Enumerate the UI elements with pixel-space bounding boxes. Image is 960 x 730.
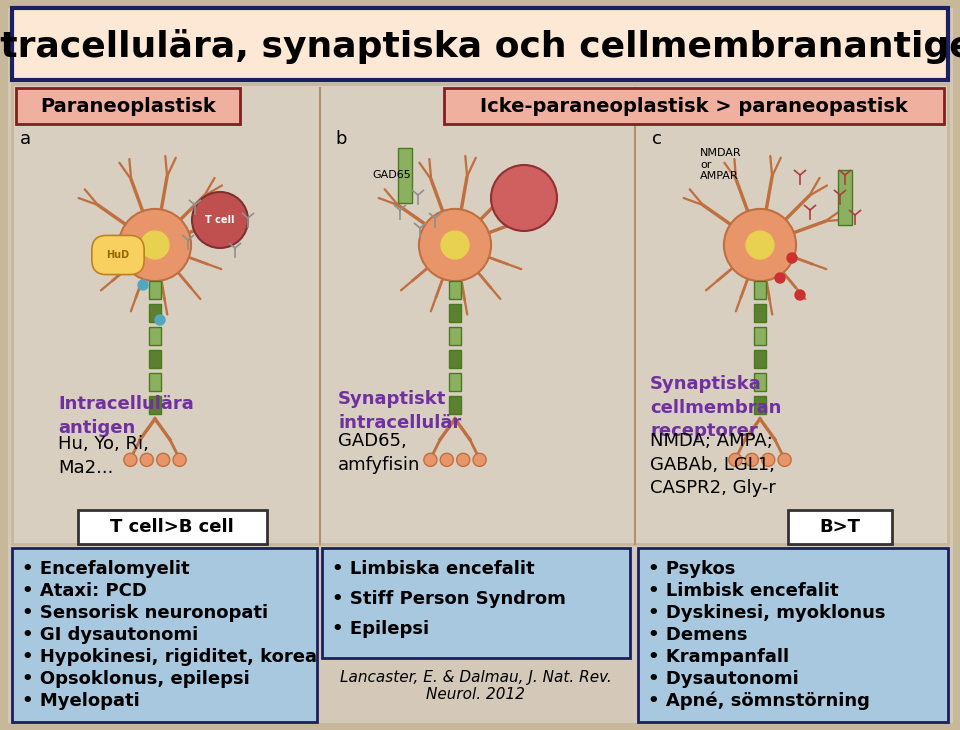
Circle shape <box>192 192 248 248</box>
Bar <box>449 396 461 414</box>
Text: Synaptiskt
intracellulär: Synaptiskt intracellulär <box>338 390 461 431</box>
Text: T cell>B cell: T cell>B cell <box>110 518 234 536</box>
FancyBboxPatch shape <box>638 548 948 722</box>
Text: GAD65: GAD65 <box>372 170 411 180</box>
Text: c: c <box>652 130 661 148</box>
Text: Synaptiska
cellmembran
receptorer: Synaptiska cellmembran receptorer <box>650 375 781 440</box>
Text: Intracellulära, synaptiska och cellmembranantigen: Intracellulära, synaptiska och cellmembr… <box>0 28 960 64</box>
Circle shape <box>724 209 796 281</box>
Bar <box>755 373 766 391</box>
Text: • Myelopati: • Myelopati <box>22 692 140 710</box>
Circle shape <box>775 273 785 283</box>
Text: • Limbiska encefalit: • Limbiska encefalit <box>332 560 535 578</box>
Text: • Apné, sömnstörning: • Apné, sömnstörning <box>648 692 870 710</box>
Circle shape <box>155 315 165 325</box>
Circle shape <box>423 453 437 466</box>
Text: • Dysautonomi: • Dysautonomi <box>648 670 799 688</box>
Circle shape <box>457 453 469 466</box>
Bar <box>149 281 160 299</box>
Circle shape <box>491 165 557 231</box>
Text: NMDA; AMPA;
GABAb, LGL1,
CASPR2, Gly-r: NMDA; AMPA; GABAb, LGL1, CASPR2, Gly-r <box>650 432 776 497</box>
Text: • Krampanfall: • Krampanfall <box>648 648 789 666</box>
Bar <box>449 327 461 345</box>
Circle shape <box>441 453 453 466</box>
Bar <box>755 350 766 368</box>
Bar <box>755 396 766 414</box>
Text: • Opsoklonus, epilepsi: • Opsoklonus, epilepsi <box>22 670 250 688</box>
Text: Intracellulära
antigen: Intracellulära antigen <box>58 395 194 437</box>
Text: • Psykos: • Psykos <box>648 560 735 578</box>
Circle shape <box>795 290 805 300</box>
Text: b: b <box>335 130 347 148</box>
Bar <box>449 281 461 299</box>
Circle shape <box>745 453 758 466</box>
Circle shape <box>138 280 148 290</box>
Text: NMDAR
or
AMPAR: NMDAR or AMPAR <box>700 148 742 181</box>
Bar <box>755 281 766 299</box>
Circle shape <box>787 253 797 263</box>
Circle shape <box>473 453 486 466</box>
FancyBboxPatch shape <box>322 548 630 658</box>
Text: • Dyskinesi, myoklonus: • Dyskinesi, myoklonus <box>648 604 885 622</box>
Bar <box>755 327 766 345</box>
Text: • Encefalomyelit: • Encefalomyelit <box>22 560 190 578</box>
Circle shape <box>140 453 154 466</box>
Text: • GI dysautonomi: • GI dysautonomi <box>22 626 199 644</box>
Bar <box>149 350 160 368</box>
Text: • Stiff Person Syndrom: • Stiff Person Syndrom <box>332 590 565 608</box>
FancyBboxPatch shape <box>444 88 944 124</box>
Bar <box>149 327 160 345</box>
Text: Lancaster, E. & Dalmau, J. Nat. Rev.
Neurol. 2012: Lancaster, E. & Dalmau, J. Nat. Rev. Neu… <box>340 670 612 702</box>
Text: • Hypokinesi, rigiditet, korea: • Hypokinesi, rigiditet, korea <box>22 648 317 666</box>
Circle shape <box>156 453 170 466</box>
Bar <box>838 170 852 225</box>
Bar <box>12 84 948 544</box>
Text: GAD65,
amfyfisin: GAD65, amfyfisin <box>338 432 420 474</box>
FancyBboxPatch shape <box>16 88 240 124</box>
Circle shape <box>778 453 791 466</box>
Circle shape <box>441 231 468 259</box>
Bar <box>149 373 160 391</box>
Text: B>T: B>T <box>820 518 860 536</box>
Circle shape <box>729 453 742 466</box>
Text: T cell: T cell <box>205 215 235 225</box>
Text: Icke-paraneoplastisk > paraneopastisk: Icke-paraneoplastisk > paraneopastisk <box>480 96 908 115</box>
Text: • Ataxi: PCD: • Ataxi: PCD <box>22 582 147 600</box>
Bar <box>449 373 461 391</box>
Text: • Sensorisk neuronopati: • Sensorisk neuronopati <box>22 604 268 622</box>
Bar <box>449 304 461 322</box>
Circle shape <box>124 453 137 466</box>
Text: • Limbisk encefalit: • Limbisk encefalit <box>648 582 839 600</box>
Circle shape <box>141 231 169 259</box>
Text: HuD: HuD <box>107 250 130 260</box>
Circle shape <box>173 453 186 466</box>
Circle shape <box>746 231 774 259</box>
Bar <box>755 304 766 322</box>
Circle shape <box>419 209 492 281</box>
FancyBboxPatch shape <box>12 8 948 80</box>
Circle shape <box>761 453 775 466</box>
Text: • Demens: • Demens <box>648 626 748 644</box>
Bar <box>149 304 160 322</box>
Text: • Epilepsi: • Epilepsi <box>332 620 429 638</box>
FancyBboxPatch shape <box>788 510 892 544</box>
Text: a: a <box>20 130 31 148</box>
FancyBboxPatch shape <box>12 548 317 722</box>
Text: Paraneoplastisk: Paraneoplastisk <box>40 96 216 115</box>
Bar <box>449 350 461 368</box>
Circle shape <box>119 209 191 281</box>
Bar <box>149 396 160 414</box>
Text: Hu, Yo, Ri,
Ma2...: Hu, Yo, Ri, Ma2... <box>58 435 149 477</box>
Bar <box>398 148 412 203</box>
FancyBboxPatch shape <box>78 510 267 544</box>
